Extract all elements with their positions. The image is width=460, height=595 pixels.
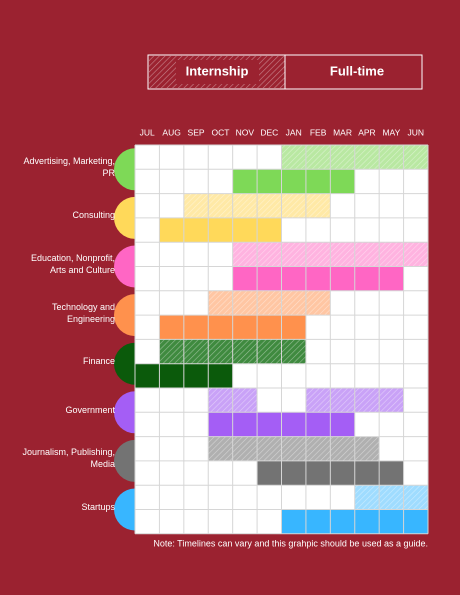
category-label: Technology and Engineering: [51, 301, 115, 324]
month-label: SEP: [188, 127, 205, 137]
category-label: Startups: [81, 502, 115, 513]
internship-hatch: [354, 485, 428, 510]
month-label: NOV: [236, 127, 255, 137]
month-label: JAN: [286, 127, 302, 137]
category-label: Advertising, Marketing, PR: [23, 155, 115, 178]
internship-hatch: [208, 290, 331, 316]
month-label: MAY: [382, 127, 400, 137]
category-label: Consulting: [72, 210, 115, 221]
month-label: MAR: [333, 127, 352, 137]
toggle-internship[interactable]: Internship: [186, 63, 249, 78]
month-label: APR: [358, 127, 375, 137]
fulltime-bar: [232, 169, 355, 194]
fulltime-bar: [232, 266, 404, 291]
category-label: Government: [65, 404, 115, 415]
month-label: DEC: [260, 127, 278, 137]
month-label: AUG: [162, 127, 180, 137]
category-label: Journalism, Publishing, Media: [22, 447, 115, 470]
month-label: JUN: [408, 127, 425, 137]
internship-hatch: [208, 436, 380, 461]
month-label: FEB: [310, 127, 327, 137]
month-label: OCT: [211, 127, 229, 137]
category-label: Finance: [82, 356, 115, 367]
toggle-active[interactable]: [176, 60, 259, 84]
month-label: JUL: [140, 127, 155, 137]
category-label: Education, Nonprofit, Arts and Culture: [30, 253, 115, 276]
fulltime-bar: [159, 217, 282, 243]
toggle-fulltime[interactable]: Full-time: [330, 63, 384, 78]
note: Note: Timelines can vary and this grahpi…: [153, 538, 428, 548]
